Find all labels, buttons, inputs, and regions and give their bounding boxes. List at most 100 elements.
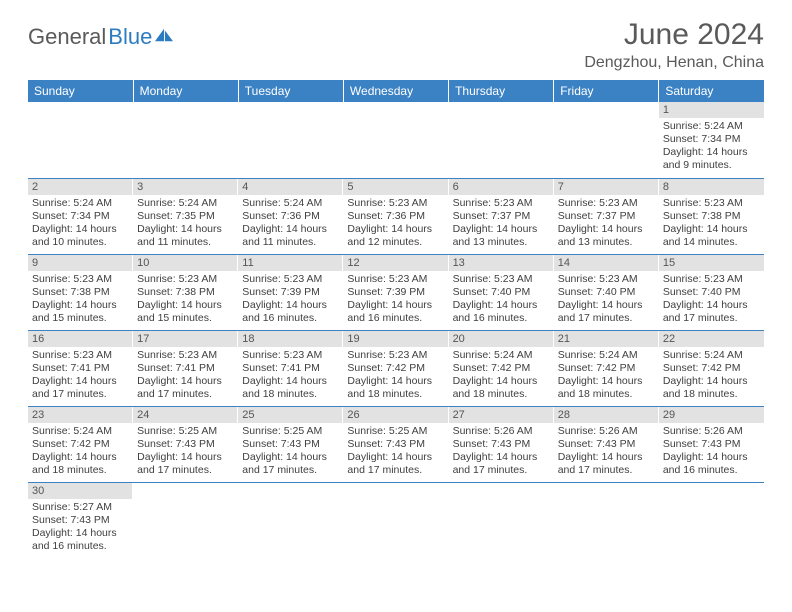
weekday-header: Monday	[133, 80, 238, 102]
day-details: Sunrise: 5:23 AMSunset: 7:38 PMDaylight:…	[133, 271, 238, 330]
day-number: 27	[449, 407, 554, 423]
day-number: 6	[449, 179, 554, 195]
calendar-cell: 13Sunrise: 5:23 AMSunset: 7:40 PMDayligh…	[449, 254, 554, 330]
day-number: 15	[659, 255, 764, 271]
day-details: Sunrise: 5:23 AMSunset: 7:36 PMDaylight:…	[343, 195, 448, 254]
day-details: Sunrise: 5:23 AMSunset: 7:41 PMDaylight:…	[133, 347, 238, 406]
calendar-cell	[659, 482, 764, 558]
day-number: 3	[133, 179, 238, 195]
day-details: Sunrise: 5:24 AMSunset: 7:42 PMDaylight:…	[659, 347, 764, 406]
calendar-cell	[238, 482, 343, 558]
day-details: Sunrise: 5:24 AMSunset: 7:34 PMDaylight:…	[659, 118, 764, 177]
calendar-cell: 4Sunrise: 5:24 AMSunset: 7:36 PMDaylight…	[238, 178, 343, 254]
day-number: 23	[28, 407, 133, 423]
day-number: 17	[133, 331, 238, 347]
calendar-cell: 17Sunrise: 5:23 AMSunset: 7:41 PMDayligh…	[133, 330, 238, 406]
calendar-cell	[28, 102, 133, 178]
calendar-cell: 21Sunrise: 5:24 AMSunset: 7:42 PMDayligh…	[554, 330, 659, 406]
day-number: 28	[554, 407, 659, 423]
calendar-cell	[238, 102, 343, 178]
calendar-cell	[554, 482, 659, 558]
day-number: 10	[133, 255, 238, 271]
calendar-cell: 14Sunrise: 5:23 AMSunset: 7:40 PMDayligh…	[554, 254, 659, 330]
calendar-cell: 6Sunrise: 5:23 AMSunset: 7:37 PMDaylight…	[449, 178, 554, 254]
day-details: Sunrise: 5:23 AMSunset: 7:40 PMDaylight:…	[449, 271, 554, 330]
calendar-cell: 9Sunrise: 5:23 AMSunset: 7:38 PMDaylight…	[28, 254, 133, 330]
calendar-cell	[133, 482, 238, 558]
calendar-cell: 19Sunrise: 5:23 AMSunset: 7:42 PMDayligh…	[343, 330, 448, 406]
weekday-header: Saturday	[659, 80, 764, 102]
title-block: June 2024 Dengzhou, Henan, China	[584, 18, 764, 72]
day-details: Sunrise: 5:23 AMSunset: 7:38 PMDaylight:…	[28, 271, 133, 330]
day-number: 20	[449, 331, 554, 347]
day-details: Sunrise: 5:23 AMSunset: 7:40 PMDaylight:…	[554, 271, 659, 330]
day-number: 7	[554, 179, 659, 195]
day-details: Sunrise: 5:24 AMSunset: 7:42 PMDaylight:…	[28, 423, 133, 482]
day-details: Sunrise: 5:23 AMSunset: 7:39 PMDaylight:…	[238, 271, 343, 330]
calendar-cell: 25Sunrise: 5:25 AMSunset: 7:43 PMDayligh…	[238, 406, 343, 482]
calendar-cell: 8Sunrise: 5:23 AMSunset: 7:38 PMDaylight…	[659, 178, 764, 254]
calendar-cell: 5Sunrise: 5:23 AMSunset: 7:36 PMDaylight…	[343, 178, 448, 254]
day-details: Sunrise: 5:26 AMSunset: 7:43 PMDaylight:…	[659, 423, 764, 482]
calendar-cell: 16Sunrise: 5:23 AMSunset: 7:41 PMDayligh…	[28, 330, 133, 406]
calendar-cell	[133, 102, 238, 178]
location: Dengzhou, Henan, China	[584, 54, 764, 72]
day-details: Sunrise: 5:25 AMSunset: 7:43 PMDaylight:…	[238, 423, 343, 482]
day-number: 25	[238, 407, 343, 423]
day-details: Sunrise: 5:24 AMSunset: 7:42 PMDaylight:…	[554, 347, 659, 406]
calendar-cell: 11Sunrise: 5:23 AMSunset: 7:39 PMDayligh…	[238, 254, 343, 330]
day-number: 13	[449, 255, 554, 271]
calendar-cell: 12Sunrise: 5:23 AMSunset: 7:39 PMDayligh…	[343, 254, 448, 330]
day-details: Sunrise: 5:23 AMSunset: 7:38 PMDaylight:…	[659, 195, 764, 254]
day-number: 29	[659, 407, 764, 423]
weekday-header: Sunday	[28, 80, 133, 102]
calendar-cell: 22Sunrise: 5:24 AMSunset: 7:42 PMDayligh…	[659, 330, 764, 406]
header: General Blue June 2024 Dengzhou, Henan, …	[28, 18, 764, 72]
logo-text-blue: Blue	[108, 24, 152, 50]
calendar-cell: 18Sunrise: 5:23 AMSunset: 7:41 PMDayligh…	[238, 330, 343, 406]
day-details: Sunrise: 5:25 AMSunset: 7:43 PMDaylight:…	[343, 423, 448, 482]
calendar-cell: 30Sunrise: 5:27 AMSunset: 7:43 PMDayligh…	[28, 482, 133, 558]
day-number: 8	[659, 179, 764, 195]
day-number: 14	[554, 255, 659, 271]
calendar-cell	[554, 102, 659, 178]
day-details: Sunrise: 5:25 AMSunset: 7:43 PMDaylight:…	[133, 423, 238, 482]
day-details: Sunrise: 5:24 AMSunset: 7:42 PMDaylight:…	[449, 347, 554, 406]
day-details: Sunrise: 5:23 AMSunset: 7:37 PMDaylight:…	[554, 195, 659, 254]
day-number: 22	[659, 331, 764, 347]
day-details: Sunrise: 5:24 AMSunset: 7:34 PMDaylight:…	[28, 195, 133, 254]
day-number: 4	[238, 179, 343, 195]
day-number: 18	[238, 331, 343, 347]
day-number: 21	[554, 331, 659, 347]
calendar-body: 1Sunrise: 5:24 AMSunset: 7:34 PMDaylight…	[28, 102, 764, 558]
calendar-cell	[449, 482, 554, 558]
day-details: Sunrise: 5:24 AMSunset: 7:36 PMDaylight:…	[238, 195, 343, 254]
day-details: Sunrise: 5:23 AMSunset: 7:42 PMDaylight:…	[343, 347, 448, 406]
logo: General Blue	[28, 18, 173, 50]
calendar-cell: 3Sunrise: 5:24 AMSunset: 7:35 PMDaylight…	[133, 178, 238, 254]
day-number: 11	[238, 255, 343, 271]
calendar-cell: 1Sunrise: 5:24 AMSunset: 7:34 PMDaylight…	[659, 102, 764, 178]
calendar-cell: 27Sunrise: 5:26 AMSunset: 7:43 PMDayligh…	[449, 406, 554, 482]
day-number: 24	[133, 407, 238, 423]
day-number: 26	[343, 407, 448, 423]
day-number: 19	[343, 331, 448, 347]
day-details: Sunrise: 5:23 AMSunset: 7:39 PMDaylight:…	[343, 271, 448, 330]
weekday-header: Friday	[554, 80, 659, 102]
calendar-cell	[343, 102, 448, 178]
calendar-cell: 2Sunrise: 5:24 AMSunset: 7:34 PMDaylight…	[28, 178, 133, 254]
calendar-table: SundayMondayTuesdayWednesdayThursdayFrid…	[28, 80, 764, 558]
calendar-cell: 26Sunrise: 5:25 AMSunset: 7:43 PMDayligh…	[343, 406, 448, 482]
day-number: 2	[28, 179, 133, 195]
weekday-header: Wednesday	[343, 80, 448, 102]
calendar-cell: 10Sunrise: 5:23 AMSunset: 7:38 PMDayligh…	[133, 254, 238, 330]
month-title: June 2024	[584, 18, 764, 52]
weekday-header: Thursday	[449, 80, 554, 102]
day-details: Sunrise: 5:26 AMSunset: 7:43 PMDaylight:…	[554, 423, 659, 482]
day-number: 30	[28, 483, 133, 499]
calendar-cell: 7Sunrise: 5:23 AMSunset: 7:37 PMDaylight…	[554, 178, 659, 254]
day-details: Sunrise: 5:24 AMSunset: 7:35 PMDaylight:…	[133, 195, 238, 254]
sail-icon	[155, 28, 173, 42]
calendar-cell: 28Sunrise: 5:26 AMSunset: 7:43 PMDayligh…	[554, 406, 659, 482]
calendar-cell: 23Sunrise: 5:24 AMSunset: 7:42 PMDayligh…	[28, 406, 133, 482]
